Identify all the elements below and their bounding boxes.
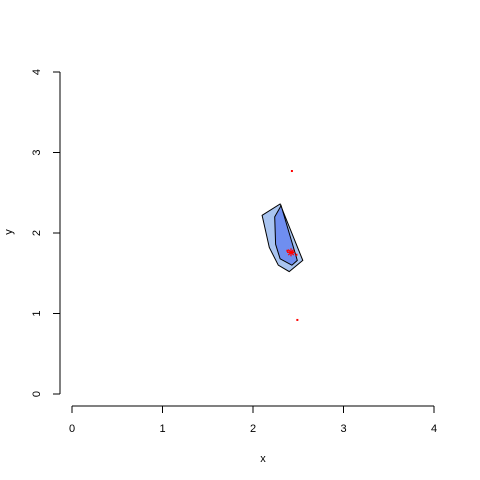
y-tick-label-3: 3 [31, 149, 43, 155]
y-tick-label-1: 1 [31, 310, 43, 316]
x-tick-label-1: 1 [159, 423, 165, 435]
data-point-0 [290, 170, 293, 173]
x-tick-label-2: 2 [250, 423, 256, 435]
y-tick-label-4: 4 [31, 69, 43, 75]
depth-regions [261, 203, 304, 273]
y-tick-label-2: 2 [31, 230, 43, 236]
data-point-1 [296, 318, 299, 321]
x-tick-label-0: 0 [69, 423, 75, 435]
data-points [286, 170, 299, 321]
inner-region [274, 204, 298, 266]
data-point-3 [295, 253, 298, 256]
x-axis-label: x [260, 453, 266, 465]
x-tick-label-3: 3 [340, 423, 346, 435]
x-tick-label-4: 4 [431, 423, 437, 435]
center-marker [287, 248, 296, 257]
axes: 0 1 2 3 4 0 1 2 3 4 [31, 69, 437, 435]
y-tick-label-0: 0 [31, 391, 43, 397]
center-marker-stroke-3 [287, 249, 295, 256]
y-axis-label: y [3, 229, 15, 235]
data-point-4 [286, 249, 289, 252]
